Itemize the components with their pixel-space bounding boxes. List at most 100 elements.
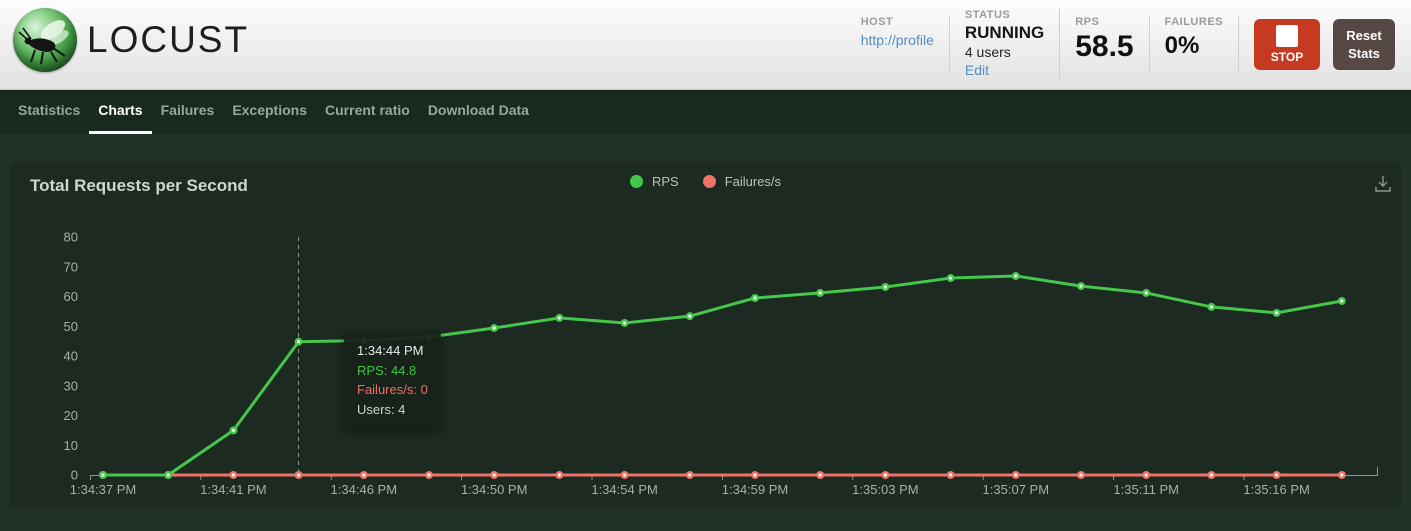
data-point-center xyxy=(166,473,170,477)
host-link[interactable]: http://profile xyxy=(860,31,934,48)
x-axis-tick-label: 1:35:07 PM xyxy=(983,482,1050,497)
data-point-center xyxy=(818,291,822,295)
x-axis-tick-label: 1:34:37 PM xyxy=(70,482,137,497)
status-column: STATUS RUNNING 4 users Edit xyxy=(950,9,1061,80)
data-point-center xyxy=(1340,299,1344,303)
data-point-center xyxy=(1340,473,1344,477)
edit-users-link[interactable]: Edit xyxy=(964,62,989,78)
header-buttons: STOP Reset Stats xyxy=(1254,19,1395,70)
rps-label: RPS xyxy=(1075,15,1100,28)
logo-wordmark: LOCUST xyxy=(87,19,250,60)
data-point-center xyxy=(949,473,953,477)
legend-dot-icon xyxy=(702,175,716,188)
x-axis-tick-label: 1:35:16 PM xyxy=(1243,482,1310,497)
host-column: HOST http://profile xyxy=(846,15,950,74)
legend-dot-icon xyxy=(629,175,643,188)
download-chart-icon[interactable] xyxy=(1373,174,1393,199)
status-value: RUNNING xyxy=(964,23,1045,42)
host-label: HOST xyxy=(860,15,894,28)
legend-item-rps[interactable]: RPS xyxy=(629,174,679,189)
tab-download-data[interactable]: Download Data xyxy=(427,102,529,118)
tab-current-ratio[interactable]: Current ratio xyxy=(325,102,410,118)
status-users: 4 users xyxy=(964,44,1011,60)
x-axis-tick-label: 1:34:50 PM xyxy=(461,482,528,497)
data-point-center xyxy=(753,296,757,300)
y-axis-tick-label: 80 xyxy=(64,230,78,245)
legend-label: RPS xyxy=(651,174,679,189)
chart-legend: RPS Failures/s xyxy=(10,174,1401,189)
data-point-center xyxy=(1144,473,1148,477)
y-axis-tick-label: 70 xyxy=(64,259,78,274)
data-point-center xyxy=(101,473,105,477)
data-point-center xyxy=(427,335,431,339)
rps-line-chart[interactable]: 0 10 20 30 40 50 60 70 80 1:34:37 PM 1:34:41 PM 1:3… xyxy=(10,163,1401,507)
x-axis-tick-label: 1:35:11 PM xyxy=(1113,482,1179,497)
data-point-center xyxy=(1275,311,1279,315)
data-point-center xyxy=(818,473,822,477)
failures-value: 0% xyxy=(1164,31,1200,59)
x-axis-tick-label: 1:34:46 PM xyxy=(331,482,398,497)
data-point-center xyxy=(231,473,235,477)
rps-column: RPS 58.5 xyxy=(1060,15,1150,74)
data-point-center xyxy=(883,473,888,477)
data-point-center xyxy=(1079,473,1083,477)
data-point-center xyxy=(949,276,953,280)
y-axis-tick-label: 20 xyxy=(64,408,78,423)
y-axis-tick-label: 50 xyxy=(64,319,78,334)
tab-charts[interactable]: Charts xyxy=(89,90,152,134)
data-point-center xyxy=(557,473,562,477)
data-point-center xyxy=(753,473,757,477)
locust-logo: LOCUST xyxy=(13,8,249,72)
data-point-center xyxy=(297,340,301,344)
stop-button-label: STOP xyxy=(1270,50,1304,64)
failures-label: FAILURES xyxy=(1164,15,1223,28)
reset-stats-button[interactable]: Reset Stats xyxy=(1333,19,1395,70)
status-label: STATUS xyxy=(964,9,1011,21)
data-point-center xyxy=(1209,305,1213,309)
series-line-rps xyxy=(103,274,1343,477)
x-axis-tick-label: 1:35:03 PM xyxy=(852,482,919,497)
failures-column: FAILURES 0% xyxy=(1150,15,1239,74)
page-body: Total Requests per Second RPS Failures/s … xyxy=(0,134,1411,531)
rps-chart-panel: Total Requests per Second RPS Failures/s … xyxy=(10,163,1401,507)
data-point-center xyxy=(623,321,627,325)
y-axis-tick-label: 30 xyxy=(64,378,78,393)
legend-label: Failures/s xyxy=(724,174,782,189)
stop-square-icon xyxy=(1276,25,1298,47)
data-point-center xyxy=(1144,291,1148,295)
y-axis-tick-label: 60 xyxy=(64,289,78,304)
tab-exceptions[interactable]: Exceptions xyxy=(232,102,308,118)
data-point-center xyxy=(1209,473,1213,477)
main-nav: Statistics Charts Failures Exceptions Curren… xyxy=(0,90,1411,134)
rps-value: 58.5 xyxy=(1075,29,1134,63)
data-point-center xyxy=(1275,473,1279,477)
data-point-center xyxy=(1014,274,1018,278)
y-axis-tick-label: 10 xyxy=(64,438,78,453)
data-point-center xyxy=(688,473,692,477)
data-point-center xyxy=(492,326,496,330)
data-point-center xyxy=(427,473,431,477)
y-axis-tick-label: 0 xyxy=(71,468,78,483)
chart-title: Total Requests per Second xyxy=(30,176,248,195)
data-point-center xyxy=(362,338,366,343)
data-point-center xyxy=(492,473,496,477)
x-axis-tick-label: 1:34:59 PM xyxy=(722,482,789,497)
data-point-center xyxy=(883,285,888,289)
locust-logo-icon xyxy=(13,8,77,72)
data-point-center xyxy=(688,314,692,318)
tab-statistics[interactable]: Statistics xyxy=(18,102,81,118)
legend-item-failures-s[interactable]: Failures/s xyxy=(702,174,782,189)
tab-failures[interactable]: Failures xyxy=(160,102,215,118)
data-point-center xyxy=(362,473,366,477)
y-axis-tick-label: 40 xyxy=(64,349,78,364)
header-info: HOST http://profile STATUS RUNNING 4 use… xyxy=(846,0,1395,89)
data-point-center xyxy=(623,473,627,477)
x-axis-tick-label: 1:34:54 PM xyxy=(591,482,658,497)
app-header: LOCUST HOST http://profile STATUS RUNNIN… xyxy=(0,0,1411,90)
stop-button[interactable]: STOP xyxy=(1254,19,1320,70)
data-point-center xyxy=(557,316,562,320)
x-axis-tick-label: 1:34:41 PM xyxy=(200,482,267,497)
data-point-center xyxy=(231,428,235,432)
data-point-center xyxy=(1079,284,1083,288)
data-point-center xyxy=(1014,473,1018,477)
